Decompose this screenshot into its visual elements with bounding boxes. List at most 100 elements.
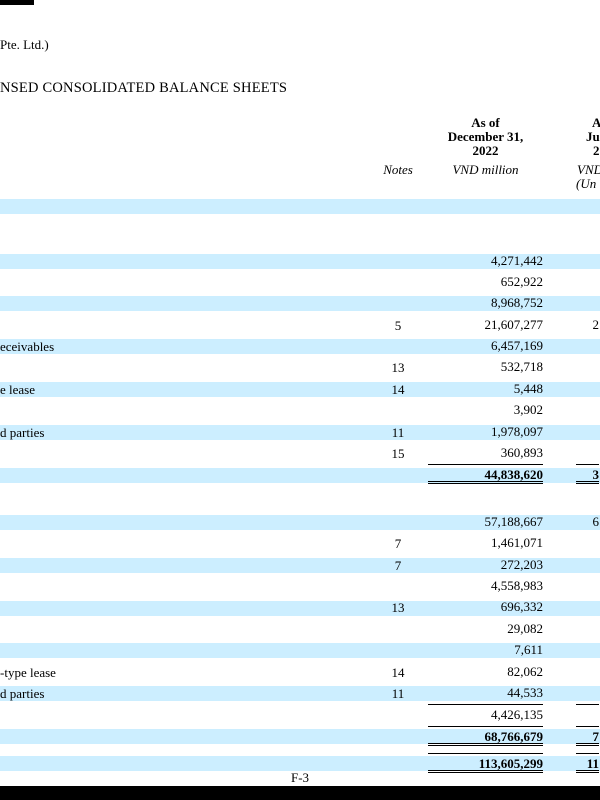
row-stripe [0,643,600,659]
table-row: 13 696,332 [0,597,600,618]
row-stripe [0,686,600,702]
table-row: 4,426,135 [0,704,600,725]
column-header-jun-2023-fragment-line3: 2 [593,143,600,158]
row-value-jun-2023-fragment [576,443,599,463]
row-value-jun-2023-fragment [576,683,599,703]
row-stripe [0,756,600,772]
row-value-jun-2023-fragment [576,400,599,420]
row-value-dec-2022: 1,978,097 [491,423,543,439]
row-value-dec-2022: 44,838,620 [428,464,543,485]
row-note: 7 [394,536,402,552]
row-stripe [0,514,600,530]
row-label-fragment: -type lease [0,664,56,680]
row-stripe [0,600,600,616]
column-header-jun-2023-fragment-line2: Ju [586,129,600,144]
row-stripe [0,296,600,312]
column-header-line2: December 31, [447,129,524,144]
row-value-jun-2023-fragment [576,533,599,553]
column-unaudited-fragment: (Un [576,176,597,191]
row-value-jun-2023-fragment [576,336,599,356]
row-note: 7 [394,557,402,573]
row-label-fragment: d parties [0,424,45,440]
row-value-dec-2022: 29,082 [507,620,543,636]
table-row: 3,902 [0,400,600,421]
section-header-band [0,199,600,214]
row-value-dec-2022: 5,448 [513,380,543,396]
row-value-jun-2023-fragment: 11 [576,753,599,774]
column-header-jun-2023-fragment-line1: A [592,115,600,130]
row-value-dec-2022: 113,605,299 [428,753,543,774]
row-label-fragment: d parties [0,685,45,701]
table-row: 57,188,667 6 [0,512,600,533]
row-value-jun-2023-fragment [576,704,599,724]
row-spacer [0,214,600,251]
row-value-jun-2023-fragment [576,251,599,271]
table-row: 15 360,893 [0,443,600,464]
row-note: 13 [391,600,405,616]
table-row: 44,838,620 3 [0,464,600,485]
row-note: 5 [394,317,402,333]
row-value-dec-2022: 4,271,442 [491,252,543,268]
row-spacer [0,486,600,512]
row-stripe [0,253,600,269]
table-row: 29,082 [0,619,600,640]
row-value-jun-2023-fragment: 6 [592,513,600,529]
row-value-dec-2022: 4,558,983 [491,577,543,593]
column-header-line1: As of [471,115,500,130]
table-row: 7 1,461,071 [0,533,600,554]
table-row: 4,271,442 [0,251,600,272]
row-value-jun-2023-fragment [576,357,599,377]
table-row: 7,611 [0,640,600,661]
row-label-fragment: e lease [0,381,36,397]
page-number: F-3 [290,770,310,785]
notes-column-header: Notes [383,162,413,177]
column-unit-label: VND million [452,162,519,177]
row-value-dec-2022: 4,426,135 [428,704,543,724]
row-value-jun-2023-fragment [576,555,599,575]
row-value-dec-2022: 7,611 [514,642,543,658]
top-edge-mark [0,0,34,5]
row-value-dec-2022: 652,922 [500,273,543,289]
table-row: -type lease 14 82,062 [0,662,600,683]
table-row: 7 272,203 [0,555,600,576]
row-note: 11 [391,685,405,701]
row-stripe [0,339,600,355]
row-value-jun-2023-fragment [576,576,599,596]
row-stripe [0,557,600,573]
table-row: 113,605,299 11 [0,753,600,774]
row-stripe [0,728,600,744]
column-unit-jun-2023-fragment: VND [577,162,600,177]
row-value-dec-2022: 696,332 [500,599,543,615]
table-row: 13 532,718 [0,357,600,378]
row-value-jun-2023-fragment [576,293,599,313]
column-header-line3: 2022 [472,143,499,158]
table-row: eceivables 6,457,169 [0,336,600,357]
column-header-dec-2022: As of December 31, 2022 VND million [428,116,543,177]
row-note: 15 [391,446,405,462]
row-value-dec-2022: 272,203 [500,556,543,572]
row-value-dec-2022: 21,607,277 [484,316,544,332]
row-label-fragment: eceivables [0,339,55,355]
row-value-dec-2022: 44,533 [507,684,543,700]
table-row: 4,558,983 [0,576,600,597]
row-value-dec-2022: 8,968,752 [491,295,543,311]
balance-sheet-body: 4,271,442 652,922 8,968,752 5 21,607,277 2 ece… [0,199,600,774]
table-row: d parties 11 1,978,097 [0,422,600,443]
row-note: 14 [391,381,405,397]
row-value-dec-2022: 3,902 [513,402,543,418]
bottom-black-bar [0,786,600,800]
row-value-dec-2022: 360,893 [500,445,543,461]
row-value-jun-2023-fragment [576,272,599,292]
row-value-jun-2023-fragment [576,640,599,660]
row-value-jun-2023-fragment: 3 [576,464,599,485]
row-stripe [0,424,600,440]
row-stripe [0,467,600,483]
row-value-jun-2023-fragment [576,619,599,639]
row-value-dec-2022: 68,766,679 [428,725,543,746]
table-row: 652,922 [0,272,600,293]
row-value-jun-2023-fragment [576,597,599,617]
row-value-dec-2022: 532,718 [500,359,543,375]
row-note: 13 [391,360,405,376]
row-note: 14 [391,664,405,680]
